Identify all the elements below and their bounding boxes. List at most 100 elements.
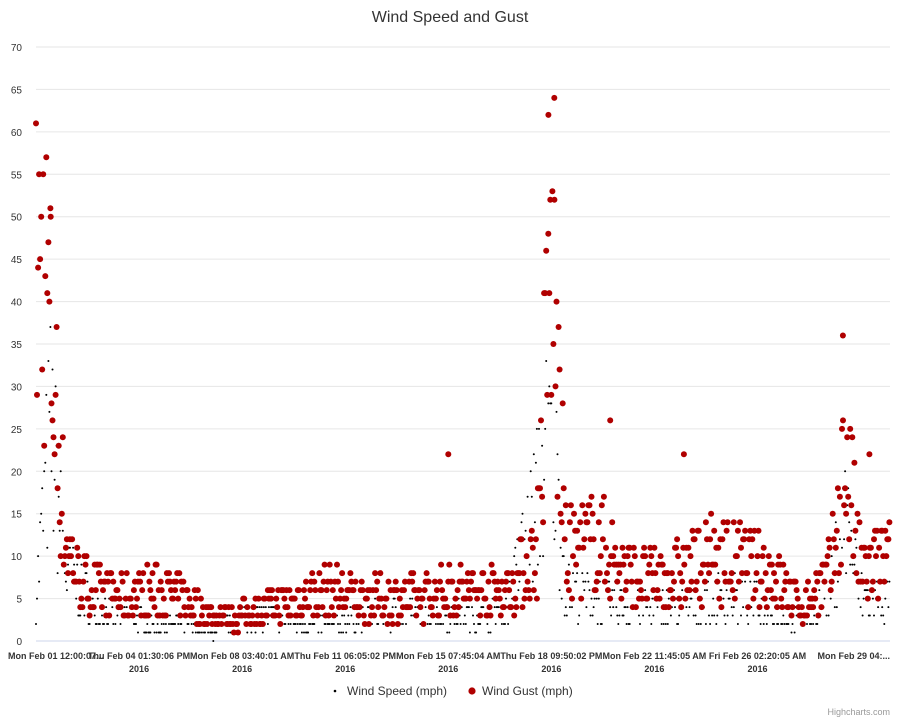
- legend-item-wind-gust[interactable]: Wind Gust (mph): [468, 684, 573, 698]
- gust-point: [449, 578, 456, 585]
- speed-point: [545, 360, 548, 362]
- speed-point: [339, 623, 342, 625]
- speed-point: [256, 606, 259, 609]
- y-tick-label: 25: [11, 425, 23, 436]
- speed-point: [810, 623, 813, 625]
- speed-point: [448, 631, 451, 634]
- gust-point: [137, 578, 144, 585]
- speed-point: [401, 623, 404, 625]
- gust-point: [498, 578, 505, 585]
- y-tick-label: 70: [11, 43, 23, 54]
- speed-point: [609, 606, 612, 609]
- speed-point: [414, 606, 417, 609]
- gust-point: [823, 561, 830, 568]
- gust-point: [433, 587, 440, 594]
- gust-point: [234, 621, 240, 627]
- y-tick-label: 60: [11, 128, 23, 139]
- speed-point: [830, 555, 833, 558]
- gust-point: [311, 578, 318, 585]
- gust-point: [780, 561, 787, 568]
- y-axis: 0 5 10 15 20 25 30 35 40 45 50 55 60 65 70: [11, 43, 23, 648]
- speed-point: [295, 631, 298, 634]
- gust-point: [642, 553, 649, 560]
- speed-point: [254, 631, 257, 634]
- gust-point: [421, 587, 428, 594]
- gust-point: [843, 510, 850, 517]
- speed-point: [660, 623, 663, 625]
- speed-point: [287, 623, 290, 625]
- gust-point: [758, 578, 765, 585]
- speed-point: [812, 623, 815, 625]
- gust-point: [359, 587, 366, 594]
- gust-point: [751, 527, 758, 534]
- gust-point: [380, 612, 387, 619]
- gust-point: [431, 578, 438, 585]
- gust-point: [419, 595, 426, 602]
- speed-point: [590, 597, 593, 600]
- speed-point: [341, 614, 344, 617]
- speed-point: [264, 606, 267, 609]
- gust-point: [347, 570, 354, 577]
- gust-point: [637, 578, 643, 585]
- gust-point: [645, 570, 652, 577]
- x-tick-label: Mon Feb 01 12:00:07...: [8, 651, 104, 661]
- gust-point: [883, 553, 890, 560]
- gust-point: [600, 493, 607, 500]
- gust-point: [255, 595, 262, 602]
- speed-point: [855, 546, 858, 549]
- gust-point: [410, 570, 417, 577]
- speed-point: [337, 623, 339, 625]
- speed-point: [618, 614, 621, 617]
- speed-point: [266, 623, 269, 625]
- gust-point: [708, 510, 715, 517]
- gust-point: [561, 536, 568, 543]
- gust-point: [307, 587, 314, 594]
- gust-point: [767, 587, 774, 594]
- gust-point: [272, 612, 279, 619]
- speed-point: [442, 623, 445, 625]
- speed-point: [722, 597, 725, 600]
- speed-point: [313, 623, 316, 625]
- gust-point: [45, 239, 52, 246]
- series-wind-gust[interactable]: [33, 94, 893, 636]
- speed-point: [559, 546, 562, 549]
- legend-item-wind-speed[interactable]: Wind Speed (mph): [333, 684, 447, 698]
- gust-point: [812, 595, 819, 602]
- gust-point: [130, 587, 137, 594]
- speed-point: [53, 478, 56, 481]
- speed-point: [536, 563, 539, 566]
- gust-point: [96, 561, 103, 568]
- speed-point: [880, 614, 883, 617]
- gust-point: [589, 510, 596, 517]
- speed-point: [215, 631, 218, 634]
- speed-point: [529, 470, 532, 473]
- gust-point: [519, 604, 526, 611]
- gust-point: [624, 553, 631, 560]
- speed-point: [862, 597, 865, 600]
- gust-point: [875, 595, 882, 602]
- speed-point: [766, 614, 769, 617]
- gust-point: [365, 621, 372, 627]
- speed-point: [152, 623, 155, 625]
- speed-point: [732, 606, 735, 609]
- gust-point: [859, 578, 866, 585]
- gust-point: [576, 544, 583, 551]
- speed-point: [258, 606, 261, 609]
- gust-point: [360, 612, 367, 619]
- gust-point: [747, 527, 754, 534]
- speed-point: [410, 614, 413, 617]
- speed-point: [67, 563, 69, 566]
- speed-point: [813, 614, 816, 617]
- gust-point: [230, 629, 237, 636]
- gust-point: [654, 587, 661, 594]
- speed-point: [759, 623, 762, 625]
- speed-point: [146, 623, 149, 625]
- gust-point: [454, 587, 461, 594]
- gust-point: [145, 612, 152, 619]
- speed-point: [105, 606, 108, 609]
- speed-point: [350, 614, 353, 617]
- gust-point: [527, 536, 534, 543]
- speed-point: [307, 631, 310, 634]
- gust-point: [369, 604, 375, 611]
- credits-link[interactable]: Highcharts.com: [827, 707, 890, 717]
